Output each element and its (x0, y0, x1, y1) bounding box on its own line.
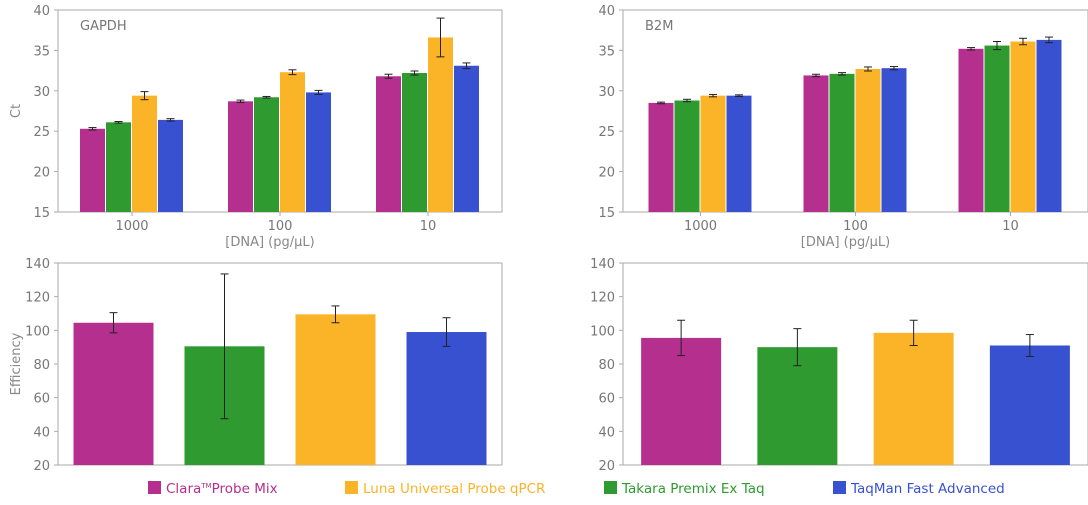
y-tick-label: 30 (33, 85, 50, 100)
bar-takara-100 (829, 73, 855, 212)
bar-luna (873, 332, 954, 465)
x-axis-label: [DNA] (pg/µL) (225, 235, 314, 250)
chart-panel-3: 20 40 60 80 100 120 140 Efficiency (9, 257, 503, 474)
y-tick-label: 140 (590, 257, 615, 272)
legend-label-main: TaqMan Fast Advanced (850, 481, 1005, 497)
y-tick-label: 40 (598, 425, 615, 440)
bar-luna-10 (1010, 41, 1036, 213)
bar-clara-1000 (648, 102, 674, 212)
bar-taqman-1000 (158, 119, 183, 212)
x-tick-label: 100 (268, 219, 293, 234)
y-tick-label: 40 (33, 4, 50, 19)
y-tick-label: 120 (25, 291, 50, 306)
y-tick-label: 15 (598, 206, 615, 221)
bar-clara-100 (228, 101, 253, 212)
bar-takara-10 (984, 45, 1010, 212)
y-tick-label: 140 (25, 257, 50, 272)
y-tick-label: 20 (598, 166, 615, 181)
y-tick-label: 100 (590, 324, 615, 339)
y-tick-label: 15 (33, 206, 50, 221)
bar-taqman-10 (1036, 39, 1062, 213)
bar-clara-1000 (80, 128, 105, 212)
bar-luna-100 (280, 72, 305, 212)
bar-taqman-100 (306, 92, 331, 212)
bar-clara-100 (803, 75, 829, 212)
x-axis-label: [DNA] (pg/µL) (801, 235, 890, 250)
x-tick-label: 10 (420, 219, 437, 234)
legend-label-main: Clara (166, 481, 201, 497)
legend-label-luna: Luna Universal Probe qPCR (363, 481, 545, 497)
bar-taqman-1000 (726, 95, 752, 212)
bar-clara-10 (376, 76, 401, 212)
bar-luna-1000 (700, 95, 726, 212)
legend: ClaraTMProbe Mix Luna Universal Probe qPC… (148, 481, 1005, 497)
legend-label-main: Takara Premix Ex Taq (621, 481, 765, 497)
bar-taqman-10 (454, 65, 479, 212)
bar-takara-100 (254, 97, 279, 212)
y-tick-label: 120 (590, 291, 615, 306)
bar-takara-1000 (106, 122, 131, 212)
legend-swatch-taqman (833, 481, 846, 494)
bar-clara-10 (958, 48, 984, 213)
legend-swatch-luna (345, 481, 358, 494)
bar-luna-1000 (132, 95, 157, 212)
chart-panel-1: 15 20 25 30 35 40 GAPDH Ct 1000 100 10 [DNA] (pg/µL… (9, 4, 503, 250)
y-tick-label: 80 (33, 358, 50, 373)
y-tick-label: 35 (598, 44, 615, 59)
y-axis-label: Efficiency (9, 332, 24, 395)
legend-label-takara: Takara Premix Ex Taq (621, 481, 765, 497)
legend-item-taqman: TaqMan Fast Advanced (833, 481, 1005, 497)
y-tick-label: 100 (25, 324, 50, 339)
legend-item-luna: Luna Universal Probe qPCR (345, 481, 545, 497)
y-tick-label: 60 (33, 392, 50, 407)
y-tick-label: 25 (598, 125, 615, 140)
legend-label-taqman: TaqMan Fast Advanced (850, 481, 1005, 497)
bar-luna-100 (855, 68, 881, 212)
bar-taqman (989, 345, 1070, 465)
bar-taqman-100 (881, 68, 907, 213)
y-axis-label: Ct (9, 104, 24, 118)
legend-item-clara: ClaraTMProbe Mix (148, 481, 278, 497)
bar-clara (73, 322, 154, 465)
y-tick-label: 60 (598, 392, 615, 407)
x-tick-label: 1000 (684, 219, 717, 234)
y-tick-label: 40 (33, 425, 50, 440)
y-tick-label: 40 (598, 4, 615, 19)
legend-label-main: Luna Universal Probe qPCR (363, 481, 545, 497)
panel-title: GAPDH (80, 19, 127, 34)
chart-panel-4: 20 40 60 80 100 120 140 (590, 257, 1088, 474)
chart-panel-2: 15 20 25 30 35 40 B2M 1000 100 10 [DNA] (pg/µL) (598, 4, 1088, 250)
legend-swatch-takara (604, 481, 617, 494)
x-tick-label: 1000 (115, 219, 148, 234)
y-tick-label: 20 (33, 459, 50, 474)
y-tick-label: 25 (33, 125, 50, 140)
bar-clara (641, 337, 722, 465)
legend-swatch-clara (148, 481, 161, 494)
legend-label-clara: ClaraTMProbe Mix (166, 481, 278, 497)
y-tick-label: 35 (33, 44, 50, 59)
bar-luna-10 (428, 37, 453, 212)
legend-label-superscript: TM (200, 482, 211, 490)
bar-taqman (406, 332, 487, 465)
bar-takara (757, 347, 838, 465)
y-tick-label: 20 (598, 459, 615, 474)
bar-takara-1000 (674, 100, 700, 212)
y-tick-label: 30 (598, 85, 615, 100)
legend-item-takara: Takara Premix Ex Taq (604, 481, 765, 497)
panel-title: B2M (645, 19, 673, 34)
y-tick-label: 20 (33, 166, 50, 181)
x-tick-label: 10 (1002, 219, 1019, 234)
bar-luna (295, 314, 376, 465)
x-tick-label: 100 (843, 219, 868, 234)
bar-takara-10 (402, 73, 427, 212)
y-tick-label: 80 (598, 358, 615, 373)
legend-label-suffix: Probe Mix (212, 481, 278, 497)
